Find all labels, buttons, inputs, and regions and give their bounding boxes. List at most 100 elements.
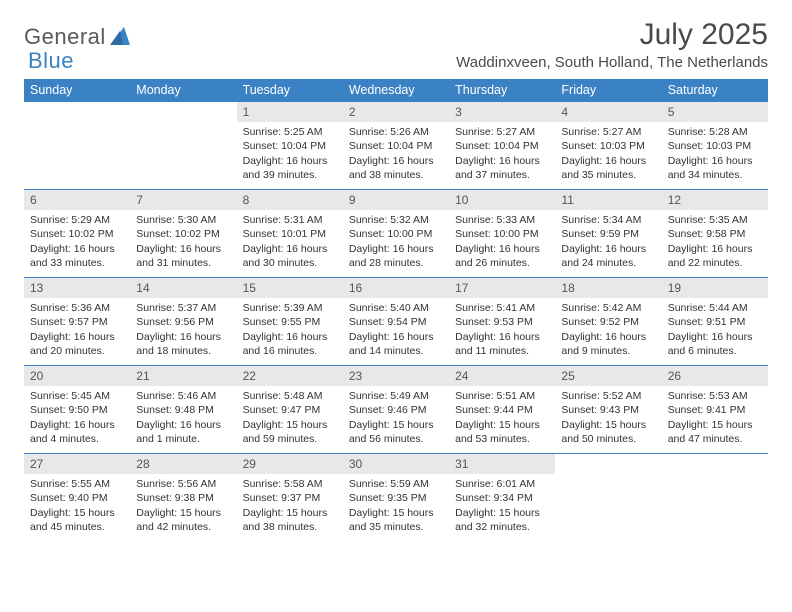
daylight-line: Daylight: 15 hours and 53 minutes. [455,418,549,446]
sunrise-line: Sunrise: 5:58 AM [243,477,337,491]
sunrise-line: Sunrise: 5:29 AM [30,213,124,227]
calendar-week: 20Sunrise: 5:45 AMSunset: 9:50 PMDayligh… [24,366,768,454]
sunset-line: Sunset: 10:00 PM [455,227,549,241]
calendar-day: 16Sunrise: 5:40 AMSunset: 9:54 PMDayligh… [343,278,449,366]
calendar-day: 28Sunrise: 5:56 AMSunset: 9:38 PMDayligh… [130,454,236,542]
calendar-day: 24Sunrise: 5:51 AMSunset: 9:44 PMDayligh… [449,366,555,454]
sunrise-line: Sunrise: 5:32 AM [349,213,443,227]
day-number: 1 [237,102,343,122]
calendar-week: 6Sunrise: 5:29 AMSunset: 10:02 PMDayligh… [24,190,768,278]
day-content: Sunrise: 5:58 AMSunset: 9:37 PMDaylight:… [237,474,343,538]
sunrise-line: Sunrise: 5:25 AM [243,125,337,139]
day-content: Sunrise: 5:33 AMSunset: 10:00 PMDaylight… [449,210,555,274]
sunrise-line: Sunrise: 5:45 AM [30,389,124,403]
day-content: Sunrise: 6:01 AMSunset: 9:34 PMDaylight:… [449,474,555,538]
day-content: Sunrise: 5:39 AMSunset: 9:55 PMDaylight:… [237,298,343,362]
daylight-line: Daylight: 16 hours and 22 minutes. [668,242,762,270]
weekday-header: Thursday [449,79,555,102]
calendar-day: 26Sunrise: 5:53 AMSunset: 9:41 PMDayligh… [662,366,768,454]
daylight-line: Daylight: 16 hours and 16 minutes. [243,330,337,358]
sunrise-line: Sunrise: 5:36 AM [30,301,124,315]
calendar-day: 4 Sunrise: 5:27 AMSunset: 10:03 PMDayligh… [555,102,661,190]
sunrise-line: Sunrise: 6:01 AM [455,477,549,491]
sunset-line: Sunset: 9:38 PM [136,491,230,505]
sunset-line: Sunset: 9:52 PM [561,315,655,329]
daylight-line: Daylight: 15 hours and 32 minutes. [455,506,549,534]
sunset-line: Sunset: 9:50 PM [30,403,124,417]
daylight-line: Daylight: 15 hours and 45 minutes. [30,506,124,534]
day-number: 3 [449,102,555,122]
calendar-day: 17Sunrise: 5:41 AMSunset: 9:53 PMDayligh… [449,278,555,366]
daylight-line: Daylight: 16 hours and 24 minutes. [561,242,655,270]
day-number: 13 [24,278,130,298]
daylight-line: Daylight: 16 hours and 39 minutes. [243,154,337,182]
day-content: Sunrise: 5:51 AMSunset: 9:44 PMDaylight:… [449,386,555,450]
sunset-line: Sunset: 9:40 PM [30,491,124,505]
sunrise-line: Sunrise: 5:53 AM [668,389,762,403]
weekday-header: Friday [555,79,661,102]
title-block: July 2025 Waddinxveen, South Holland, Th… [456,18,768,71]
calendar-empty [555,454,661,542]
calendar-day: 11Sunrise: 5:34 AMSunset: 9:59 PMDayligh… [555,190,661,278]
day-number: 17 [449,278,555,298]
day-content: Sunrise: 5:55 AMSunset: 9:40 PMDaylight:… [24,474,130,538]
sunrise-line: Sunrise: 5:27 AM [561,125,655,139]
day-content: Sunrise: 5:42 AMSunset: 9:52 PMDaylight:… [555,298,661,362]
day-number: 10 [449,190,555,210]
day-number: 24 [449,366,555,386]
daylight-line: Daylight: 16 hours and 14 minutes. [349,330,443,358]
daylight-line: Daylight: 16 hours and 26 minutes. [455,242,549,270]
calendar-day: 10Sunrise: 5:33 AMSunset: 10:00 PMDaylig… [449,190,555,278]
header: General July 2025 Waddinxveen, South Hol… [24,18,768,71]
daylight-line: Daylight: 15 hours and 35 minutes. [349,506,443,534]
daylight-line: Daylight: 16 hours and 33 minutes. [30,242,124,270]
daylight-line: Daylight: 16 hours and 11 minutes. [455,330,549,358]
day-number: 6 [24,190,130,210]
day-number: 19 [662,278,768,298]
month-title: July 2025 [456,18,768,52]
daylight-line: Daylight: 16 hours and 1 minute. [136,418,230,446]
sunset-line: Sunset: 10:03 PM [561,139,655,153]
day-content: Sunrise: 5:41 AMSunset: 9:53 PMDaylight:… [449,298,555,362]
sunset-line: Sunset: 9:44 PM [455,403,549,417]
sunset-line: Sunset: 10:02 PM [136,227,230,241]
day-number: 12 [662,190,768,210]
calendar-empty [662,454,768,542]
calendar-day: 13Sunrise: 5:36 AMSunset: 9:57 PMDayligh… [24,278,130,366]
day-content: Sunrise: 5:37 AMSunset: 9:56 PMDaylight:… [130,298,236,362]
day-number: 4 [555,102,661,122]
sunrise-line: Sunrise: 5:56 AM [136,477,230,491]
daylight-line: Daylight: 16 hours and 4 minutes. [30,418,124,446]
logo-sail-icon [110,27,130,50]
sunset-line: Sunset: 9:35 PM [349,491,443,505]
sunset-line: Sunset: 9:41 PM [668,403,762,417]
sunrise-line: Sunrise: 5:27 AM [455,125,549,139]
weekday-header: Tuesday [237,79,343,102]
sunset-line: Sunset: 9:55 PM [243,315,337,329]
day-number: 18 [555,278,661,298]
day-content: Sunrise: 5:30 AMSunset: 10:02 PMDaylight… [130,210,236,274]
day-content: Sunrise: 5:53 AMSunset: 9:41 PMDaylight:… [662,386,768,450]
day-number: 8 [237,190,343,210]
day-number: 11 [555,190,661,210]
day-content: Sunrise: 5:44 AMSunset: 9:51 PMDaylight:… [662,298,768,362]
day-number: 26 [662,366,768,386]
day-content: Sunrise: 5:25 AMSunset: 10:04 PMDaylight… [237,122,343,186]
calendar-empty [130,102,236,190]
day-number: 16 [343,278,449,298]
calendar-day: 18Sunrise: 5:42 AMSunset: 9:52 PMDayligh… [555,278,661,366]
daylight-line: Daylight: 16 hours and 35 minutes. [561,154,655,182]
sunrise-line: Sunrise: 5:30 AM [136,213,230,227]
sunrise-line: Sunrise: 5:52 AM [561,389,655,403]
calendar-head: SundayMondayTuesdayWednesdayThursdayFrid… [24,79,768,102]
day-content: Sunrise: 5:35 AMSunset: 9:58 PMDaylight:… [662,210,768,274]
calendar-day: 5Sunrise: 5:28 AMSunset: 10:03 PMDayligh… [662,102,768,190]
daylight-line: Daylight: 15 hours and 42 minutes. [136,506,230,534]
calendar-day: 15Sunrise: 5:39 AMSunset: 9:55 PMDayligh… [237,278,343,366]
day-number: 15 [237,278,343,298]
sunrise-line: Sunrise: 5:41 AM [455,301,549,315]
day-number: 21 [130,366,236,386]
calendar-day: 31Sunrise: 6:01 AMSunset: 9:34 PMDayligh… [449,454,555,542]
day-content: Sunrise: 5:29 AMSunset: 10:02 PMDaylight… [24,210,130,274]
sunrise-line: Sunrise: 5:55 AM [30,477,124,491]
